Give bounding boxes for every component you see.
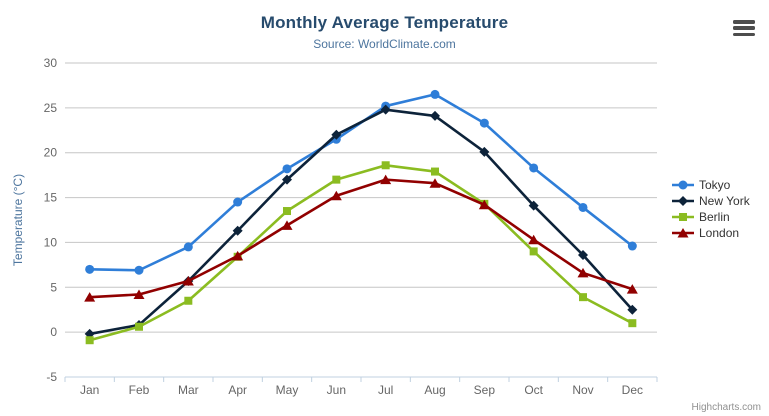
- data-point: [430, 89, 440, 99]
- x-axis-label: Jul: [378, 383, 393, 397]
- data-point: [184, 296, 193, 305]
- legend-item-berlin[interactable]: Berlin: [672, 209, 750, 225]
- data-point: [134, 265, 144, 275]
- x-axis-label: Oct: [524, 383, 543, 397]
- x-axis-label: May: [276, 383, 299, 397]
- legend-item-tokyo[interactable]: Tokyo: [672, 177, 750, 193]
- x-axis-label: Sep: [474, 383, 496, 397]
- data-point: [85, 264, 95, 274]
- legend-label: Berlin: [699, 210, 730, 224]
- y-axis-label: 5: [50, 280, 57, 294]
- data-point: [431, 167, 439, 176]
- data-point: [528, 200, 539, 211]
- x-axis-label: Jan: [80, 383, 99, 397]
- data-point: [233, 197, 243, 207]
- chart-title: Monthly Average Temperature: [260, 13, 509, 32]
- legend-label: New York: [699, 194, 750, 208]
- data-point: [183, 242, 193, 252]
- data-point: [331, 129, 342, 140]
- x-axis-label: Apr: [228, 383, 247, 397]
- data-point: [283, 207, 291, 216]
- data-point: [627, 241, 637, 251]
- x-axis-label: Nov: [572, 383, 593, 397]
- y-axis-label: -5: [46, 370, 57, 384]
- data-point: [627, 304, 638, 315]
- data-point: [579, 293, 587, 302]
- credits-link[interactable]: Highcharts.com: [691, 402, 761, 413]
- data-point: [429, 178, 441, 188]
- y-axis-label: 25: [44, 101, 58, 115]
- data-point: [478, 199, 490, 210]
- triangle-series-marker-icon: [672, 228, 694, 238]
- data-point: [85, 336, 94, 345]
- data-point: [381, 161, 390, 170]
- data-point: [626, 284, 638, 294]
- data-point: [529, 247, 538, 256]
- data-point: [528, 234, 540, 245]
- y-axis-title: Temperature (°C): [11, 174, 25, 266]
- y-axis-label: 15: [44, 191, 58, 205]
- series-line: [88, 163, 634, 342]
- x-axis-label: Dec: [622, 383, 643, 397]
- data-point: [84, 292, 96, 302]
- circle-series-marker-icon: [672, 180, 694, 190]
- x-axis-label: Mar: [178, 383, 199, 397]
- x-axis-label: Jun: [327, 383, 346, 397]
- chart-subtitle: Source: WorldClimate.com: [313, 37, 456, 51]
- data-point: [281, 220, 293, 230]
- data-point: [578, 249, 588, 260]
- data-point: [232, 225, 243, 236]
- x-axis-label: Feb: [129, 383, 150, 397]
- data-point: [479, 146, 490, 157]
- data-point: [232, 250, 244, 261]
- data-point: [135, 322, 143, 331]
- series-line: [88, 108, 634, 336]
- y-axis-label: 0: [50, 325, 57, 339]
- y-axis-label: 20: [44, 146, 58, 160]
- data-point: [529, 163, 539, 173]
- data-point: [380, 174, 392, 185]
- data-point: [577, 267, 589, 278]
- legend-item-new-york[interactable]: New York: [672, 193, 750, 209]
- series-line: [88, 178, 634, 299]
- y-axis-label: 30: [44, 56, 58, 70]
- x-axis-label: Aug: [424, 383, 445, 397]
- hamburger-menu-icon[interactable]: [733, 20, 755, 36]
- data-point: [332, 175, 341, 184]
- data-point: [380, 104, 391, 115]
- series-tokyo: [85, 89, 637, 275]
- legend-label: Tokyo: [699, 178, 731, 192]
- data-point: [430, 110, 440, 121]
- data-point: [479, 118, 489, 128]
- data-point: [182, 276, 194, 286]
- series-london: [84, 174, 638, 302]
- data-point: [330, 190, 342, 201]
- data-point: [133, 289, 145, 299]
- square-series-marker-icon: [672, 213, 694, 221]
- data-point: [628, 319, 637, 328]
- y-axis-label: 10: [44, 235, 58, 249]
- diamond-series-marker-icon: [672, 196, 694, 206]
- legend: Tokyo New York Berlin London: [672, 177, 750, 241]
- series-new-york: [84, 104, 638, 339]
- data-point: [282, 164, 292, 174]
- data-point: [578, 202, 588, 212]
- data-point: [282, 174, 292, 185]
- legend-label: London: [699, 226, 740, 240]
- legend-item-london[interactable]: London: [672, 225, 750, 241]
